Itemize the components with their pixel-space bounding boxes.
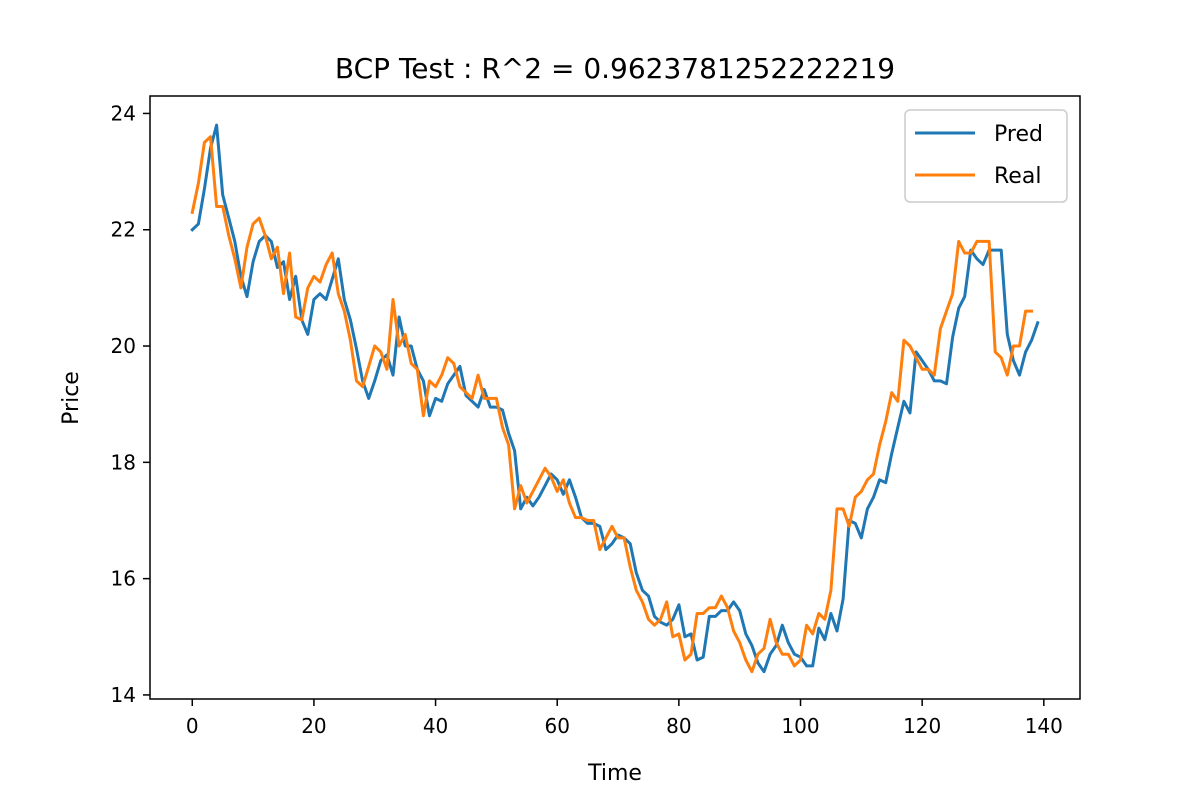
x-tick-label: 0	[186, 714, 199, 738]
y-tick-label: 16	[111, 567, 136, 591]
y-tick-label: 18	[111, 450, 136, 474]
x-axis: 0 20 40 60 80 100 120 140	[186, 699, 1063, 738]
legend-label-real: Real	[994, 164, 1041, 189]
x-tick-label: 80	[666, 714, 691, 738]
plot-frame	[149, 95, 1081, 700]
y-tick-label: 22	[111, 218, 136, 242]
y-tick-label: 14	[111, 683, 136, 707]
x-axis-label: Time	[587, 761, 642, 786]
y-axis: 14 16 18 20 22 24	[111, 101, 150, 707]
x-tick-label: 140	[1025, 714, 1063, 738]
series-line-real	[190, 135, 1034, 674]
legend-label-pred: Pred	[994, 122, 1043, 147]
series-line-pred	[190, 123, 1040, 674]
plot-lines	[190, 123, 1040, 674]
x-tick-label: 40	[423, 714, 448, 738]
y-axis-label: Price	[59, 371, 84, 425]
y-tick-label: 24	[111, 101, 136, 125]
y-tick-label: 20	[111, 334, 136, 358]
chart-title: BCP Test : R^2 = 0.9623781252222219	[335, 52, 895, 85]
x-tick-label: 120	[903, 714, 941, 738]
legend: Pred Real	[904, 109, 1068, 203]
x-tick-label: 100	[781, 714, 819, 738]
x-tick-label: 60	[544, 714, 569, 738]
x-tick-label: 20	[301, 714, 326, 738]
